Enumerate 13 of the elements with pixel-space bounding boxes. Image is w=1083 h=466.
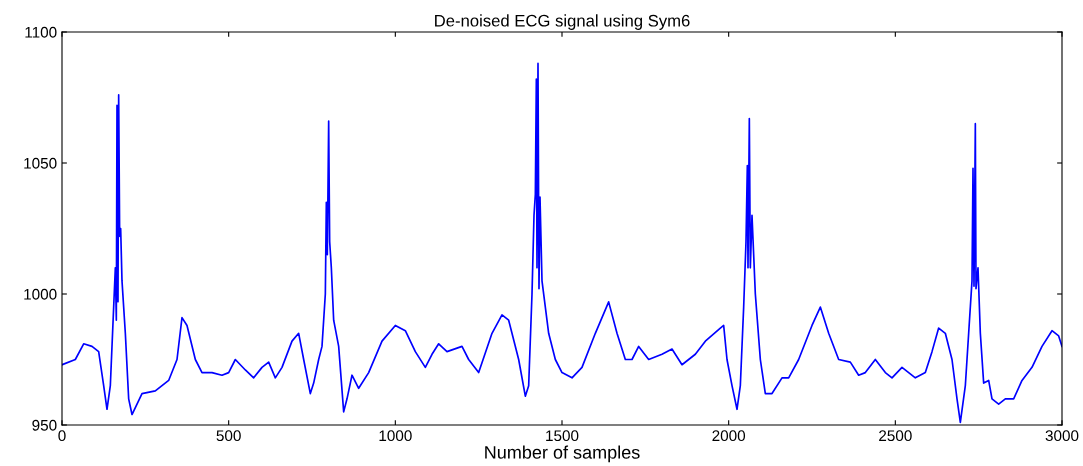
- x-tick-label: 500: [216, 430, 241, 442]
- chart-title: De-noised ECG signal using Sym6: [435, 14, 690, 30]
- y-tick-label: 1000: [24, 288, 57, 300]
- x-tick-label: 3000: [1045, 430, 1079, 442]
- x-tick-label: 1500: [546, 430, 579, 442]
- x-tick-label: 1000: [379, 430, 412, 442]
- y-tick-label: 1050: [24, 157, 57, 169]
- x-axis-title: Number of samples: [485, 445, 640, 463]
- x-tick-label: 2000: [712, 430, 746, 442]
- x-tick-label: 2500: [879, 430, 912, 442]
- y-tick-label: 950: [32, 419, 57, 431]
- y-tick-label: 1100: [25, 26, 57, 38]
- x-tick-label: 0: [58, 430, 66, 442]
